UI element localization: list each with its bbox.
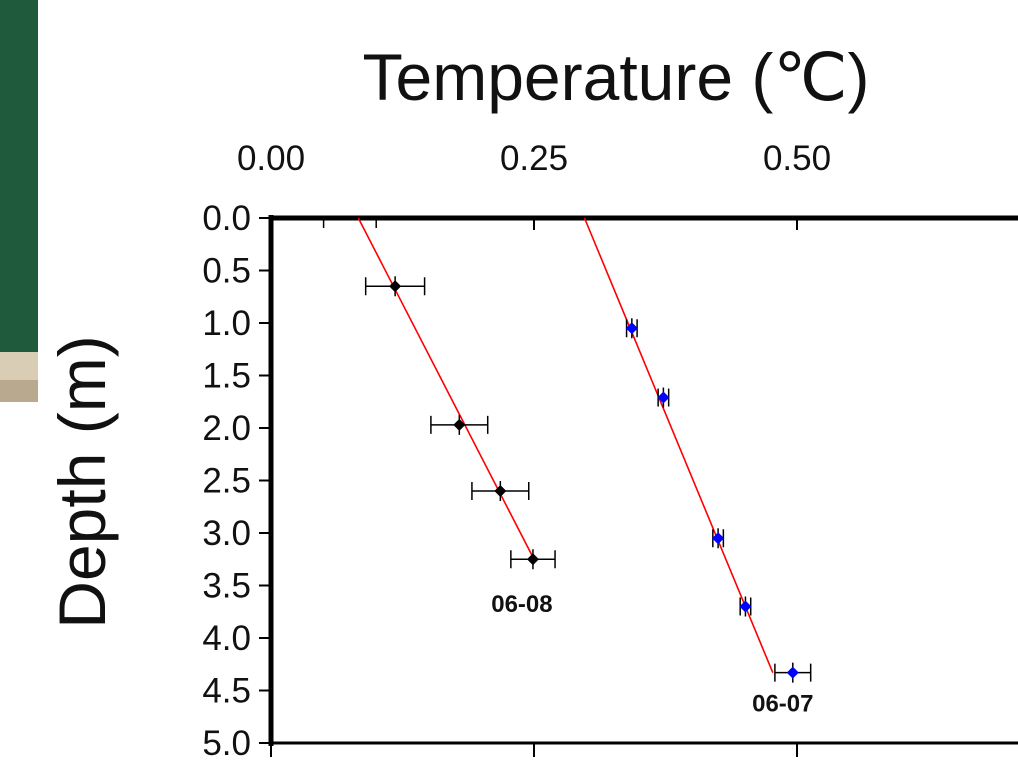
data-point-06-08 [453,418,466,431]
data-point-06-08 [494,485,507,497]
plot-area: 0.00 0.25 0.50 0.0 0.5 1.0 1.5 2.0 2.5 3.0 3.5 4.0 4… [202,139,1018,763]
data-point-06-08 [526,553,539,566]
y-tick-label: 0.0 [202,199,251,238]
chalkboard-fragment [0,0,38,352]
data-point-06-07 [786,666,799,679]
chart-title: Temperature (℃) [363,40,870,114]
y-tick-label: 4.5 [202,672,251,711]
y-axis-label-group: Depth (m) [45,335,119,628]
y-tick-label: 5.0 [202,724,251,763]
y-tick-label: 3.5 [202,567,251,606]
y-tick-label: 2.0 [202,409,251,448]
y-tick-label: 4.0 [202,619,251,658]
fit-line-06-08 [357,217,535,560]
chalkboard-ledge-shadow [0,380,38,402]
data-point-06-07 [625,322,638,335]
chalkboard-ledge [0,352,38,380]
data-point-06-07 [712,532,725,545]
data-point-06-07 [657,391,670,404]
fit-line-06-07 [583,217,774,673]
y-tick-label: 1.0 [202,304,251,343]
y-tick-label: 0.5 [202,252,251,291]
series-annotation: 06-07 [752,691,813,718]
y-tick-label: 1.5 [202,357,251,396]
data-point-06-07 [739,600,752,613]
y-tick-label: 2.5 [202,462,251,501]
x-tick-label: 0.00 [237,139,305,178]
x-tick-label: 0.25 [500,139,568,178]
data-point-06-08 [389,280,402,293]
x-tick-label: 0.50 [763,139,831,178]
y-tick-label: 3.0 [202,514,251,553]
series-annotation: 06-08 [491,591,552,618]
y-axis-label: Depth (m) [45,335,119,628]
